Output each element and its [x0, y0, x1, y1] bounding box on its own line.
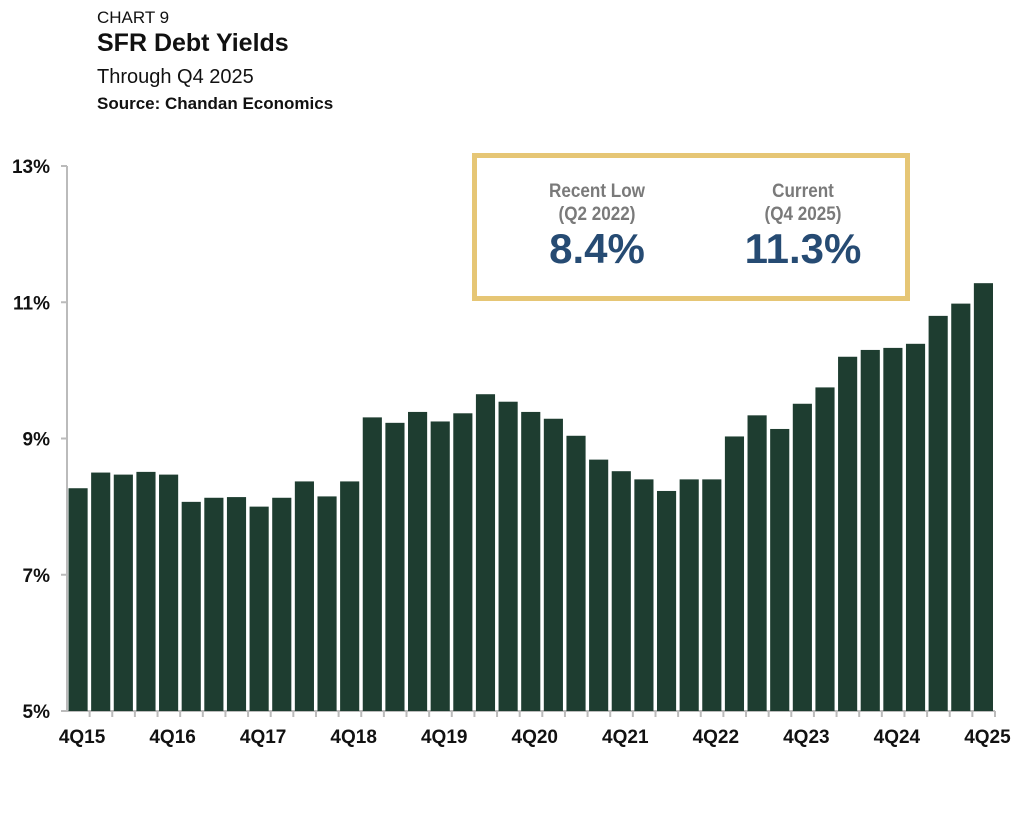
bar-4Q25 [973, 283, 993, 711]
bar-4Q21 [611, 471, 631, 711]
x-tick-label: 4Q19 [421, 727, 467, 748]
y-tick-label: 7% [23, 566, 51, 587]
bar-4Q23 [792, 403, 812, 711]
bar-4Q20 [521, 411, 541, 711]
x-tick-label: 4Q17 [240, 727, 286, 748]
bar-3Q24 [860, 349, 880, 711]
bar-2Q24 [838, 356, 858, 711]
bar-2Q22 [656, 490, 677, 711]
x-tick-label: 4Q22 [693, 727, 739, 748]
bar-2Q19 [385, 422, 405, 711]
bar-1Q25 [905, 343, 926, 711]
bar-1Q19 [362, 417, 382, 711]
bar-1Q20 [453, 413, 473, 711]
bar-4Q24 [883, 347, 903, 711]
y-tick-label: 9% [23, 430, 51, 451]
x-tick-label: 4Q23 [783, 727, 829, 748]
bar-2Q17 [204, 497, 224, 711]
bar-4Q18 [340, 481, 360, 711]
recent-low-label: Recent Low [549, 181, 645, 202]
chart-title: SFR Debt Yields [97, 29, 289, 57]
x-tick-label: 4Q16 [149, 727, 195, 748]
bar-1Q24 [815, 387, 835, 711]
x-tick-label: 4Q25 [964, 727, 1011, 748]
bar-2Q21 [566, 435, 586, 711]
current-value: 11.3% [744, 225, 862, 272]
bar-3Q23 [770, 428, 790, 711]
bar-2Q18 [294, 481, 314, 711]
bar-1Q21 [543, 418, 563, 711]
current-label: Current [772, 181, 834, 202]
bar-3Q17 [226, 497, 247, 711]
y-tick-label: 5% [23, 702, 51, 723]
bar-2Q23 [747, 415, 767, 711]
chart-subtitle: Through Q4 2025 [97, 66, 254, 88]
x-tick-label: 4Q24 [874, 727, 921, 748]
bar-1Q22 [634, 479, 654, 711]
recent-low-callout: Recent Low (Q2 2022) 8.4% [497, 180, 697, 272]
bar-3Q22 [679, 479, 699, 711]
x-tick-label: 4Q18 [330, 727, 376, 748]
bar-3Q16 [136, 471, 156, 711]
bar-3Q18 [317, 496, 337, 711]
bar-3Q21 [589, 459, 609, 711]
x-tick-label: 4Q20 [512, 727, 558, 748]
current-period: (Q4 2025) [764, 204, 842, 225]
bar-4Q19 [430, 421, 450, 711]
bar-1Q16 [91, 472, 111, 711]
bar-2Q25 [928, 315, 948, 711]
recent-low-value: 8.4% [549, 225, 645, 272]
callout-box: Recent Low (Q2 2022) 8.4% Current (Q4 20… [472, 153, 910, 301]
bar-4Q17 [249, 506, 269, 711]
x-tick-label: 4Q15 [59, 727, 106, 748]
bar-3Q19 [408, 411, 428, 711]
chart-number: CHART 9 [97, 8, 170, 27]
current-callout: Current (Q4 2025) 11.3% [703, 180, 903, 272]
x-tick-label: 4Q21 [602, 727, 649, 748]
bar-2Q20 [475, 394, 496, 711]
bar-4Q22 [702, 479, 722, 711]
bar-1Q17 [181, 501, 201, 711]
bar-1Q23 [724, 436, 745, 711]
bar-2Q16 [113, 474, 133, 711]
bar-4Q16 [159, 474, 179, 711]
chart-source: Source: Chandan Economics [97, 94, 334, 113]
bar-3Q20 [498, 401, 518, 711]
bar-1Q18 [272, 497, 292, 711]
bar-3Q25 [951, 303, 971, 711]
y-tick-label: 11% [13, 293, 50, 314]
bar-4Q15 [68, 488, 88, 711]
y-tick-label: 13% [12, 157, 50, 178]
recent-low-period: (Q2 2022) [558, 204, 636, 225]
